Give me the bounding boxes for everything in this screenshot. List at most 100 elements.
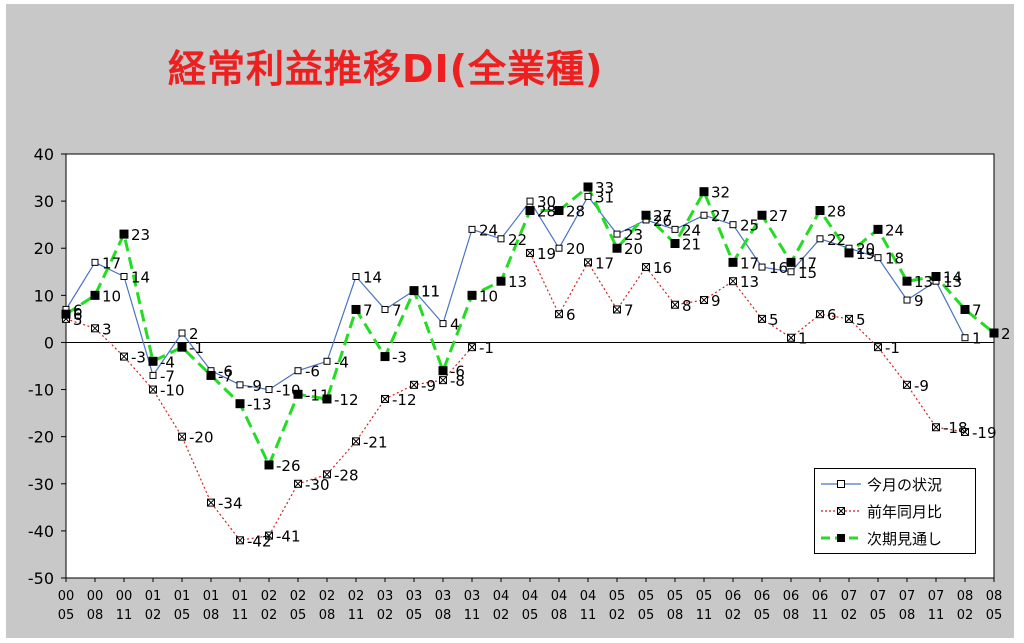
- marker-point-2: [467, 290, 477, 300]
- data-label-2: -26: [276, 457, 301, 475]
- marker-point-2: [380, 352, 390, 362]
- marker-cross-1: [642, 263, 650, 271]
- marker-point-2: [496, 276, 506, 286]
- y-tick-label: -50: [28, 569, 54, 588]
- x-tick-label-month: 05: [986, 608, 1003, 623]
- marker-point-0: [381, 305, 389, 313]
- x-tick-label-month: 05: [174, 608, 191, 623]
- y-tick-label: -10: [28, 381, 54, 400]
- data-label-2: 23: [131, 226, 150, 244]
- marker-cross-1: [671, 301, 679, 309]
- y-tick-label: -20: [28, 428, 54, 447]
- marker-point-0: [816, 235, 824, 243]
- x-tick-label-month: 11: [812, 608, 829, 623]
- x-tick-label-year: 00: [116, 589, 133, 604]
- data-label-1: 5: [73, 311, 83, 329]
- data-label-2: 2: [1001, 325, 1011, 343]
- data-label-2: 28: [827, 203, 846, 221]
- marker-point-2: [699, 187, 709, 197]
- data-label-2: 13: [914, 273, 933, 291]
- x-tick-label-year: 02: [290, 589, 307, 604]
- data-label-0: 14: [131, 268, 150, 286]
- data-label-1: 3: [102, 320, 112, 338]
- x-tick-label-year: 01: [145, 589, 162, 604]
- y-tick-label: 40: [34, 145, 54, 164]
- data-label-0: -6: [305, 363, 320, 381]
- data-label-2: -1: [189, 339, 204, 357]
- marker-point-2: [293, 389, 303, 399]
- x-tick-label-year: 04: [551, 589, 568, 604]
- legend-label-forecast: 次期見通し: [867, 530, 943, 548]
- marker-point-2: [902, 276, 912, 286]
- marker-cross-1: [932, 423, 940, 431]
- y-tick-label: 30: [34, 192, 54, 211]
- marker-point-0: [903, 296, 911, 304]
- data-label-1: -10: [160, 382, 185, 400]
- marker-point-2: [322, 394, 332, 404]
- data-label-2: 11: [421, 283, 440, 301]
- series-line-1: [65, 318, 473, 541]
- data-label-2: 17: [798, 254, 817, 272]
- data-label-1: 5: [856, 311, 866, 329]
- data-label-2: -7: [218, 367, 233, 385]
- x-tick-label-month: 08: [899, 608, 916, 623]
- marker-point-0: [178, 329, 186, 337]
- data-label-0: -7: [160, 367, 175, 385]
- data-label-0: -10: [276, 382, 301, 400]
- data-label-2: 33: [595, 179, 614, 197]
- x-tick-label-year: 05: [667, 589, 684, 604]
- x-tick-label-year: 00: [87, 589, 104, 604]
- marker-point-0: [497, 235, 505, 243]
- data-label-1: 6: [827, 306, 837, 324]
- marker-point-0: [323, 357, 331, 365]
- y-tick-label: 10: [34, 286, 54, 305]
- x-tick-label-year: 05: [638, 589, 655, 604]
- x-tick-label-year: 03: [464, 589, 481, 604]
- marker-point-2: [438, 366, 448, 376]
- data-label-1: -34: [218, 495, 243, 513]
- data-label-1: -28: [334, 466, 359, 484]
- data-label-1: 7: [624, 301, 634, 319]
- data-label-1: -12: [392, 391, 417, 409]
- x-tick-label-month: 11: [580, 608, 597, 623]
- marker-cross-1: [555, 310, 563, 318]
- marker-cross-1: [120, 353, 128, 360]
- data-label-0: 16: [769, 259, 788, 277]
- data-label-1: -1: [479, 339, 494, 357]
- data-label-2: -13: [247, 396, 272, 414]
- data-label-2: 24: [885, 221, 904, 239]
- data-label-1: -9: [421, 377, 436, 395]
- x-tick-label-month: 02: [145, 608, 162, 623]
- data-label-0: 6: [73, 301, 83, 319]
- marker-point-2: [612, 243, 622, 253]
- data-label-1: 19: [537, 245, 556, 263]
- data-label-2: 28: [537, 203, 556, 221]
- line-chart: 403020100-10-20-30-40-500005000800110102…: [28, 145, 1011, 623]
- x-tick-label-month: 11: [696, 608, 713, 623]
- legend-item-yoy: 前年同月比: [815, 499, 975, 523]
- legend-label-current: 今月の状況: [867, 476, 943, 494]
- x-tick-label-month: 08: [203, 608, 220, 623]
- marker-cross-1: [874, 343, 882, 351]
- data-label-0: -9: [247, 377, 262, 395]
- marker-point-2: [815, 206, 825, 216]
- x-tick-label-month: 02: [609, 608, 626, 623]
- x-tick-label-month: 11: [464, 608, 481, 623]
- marker-point-0: [265, 386, 273, 394]
- data-label-0: 26: [653, 212, 672, 230]
- data-label-2: 6: [73, 306, 83, 324]
- marker-point-0: [787, 268, 795, 276]
- marker-point-0: [236, 381, 244, 389]
- data-label-2: 19: [856, 245, 875, 263]
- marker-point-0: [468, 225, 476, 233]
- marker-point-2: [641, 210, 651, 220]
- x-tick-label-year: 07: [870, 589, 887, 604]
- x-tick-label-month: 08: [87, 608, 104, 623]
- marker-point-2: [554, 206, 564, 216]
- chart-frame: 経常利益推移DI(全業種) 40 30 20 10 0 -10 -20 -30 -40 -50 00…: [6, 4, 1014, 638]
- x-tick-label-month: 02: [377, 608, 394, 623]
- marker-point-2: [728, 257, 738, 267]
- data-label-1: 17: [595, 254, 614, 272]
- marker-cross-1: [961, 428, 969, 436]
- data-label-0: 31: [595, 188, 614, 206]
